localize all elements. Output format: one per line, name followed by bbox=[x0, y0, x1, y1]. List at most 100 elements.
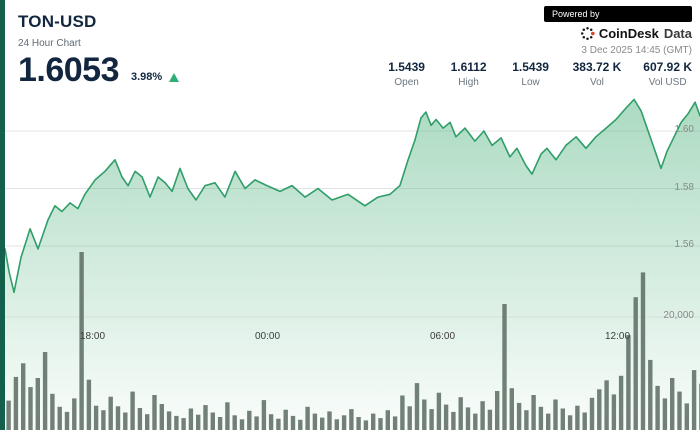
stat-vol-label: Vol bbox=[589, 77, 604, 88]
volume-bar bbox=[465, 407, 471, 430]
volume-bar bbox=[312, 413, 318, 430]
volume-bar bbox=[42, 352, 48, 430]
volume-bar bbox=[86, 379, 92, 430]
left-accent-stripe bbox=[0, 0, 5, 430]
powered-by-badge: Powered by bbox=[544, 6, 692, 22]
volume-bar bbox=[640, 272, 646, 430]
volume-bar bbox=[341, 415, 347, 430]
volume-bar bbox=[516, 402, 522, 430]
stat-low-label: Low bbox=[521, 77, 540, 88]
volume-bar bbox=[691, 370, 697, 430]
volume-bar bbox=[385, 410, 390, 430]
volume-bar bbox=[327, 411, 332, 430]
volume-bar bbox=[560, 408, 565, 430]
volume-bar bbox=[196, 414, 201, 430]
volume-bar bbox=[203, 405, 208, 430]
stat-vol-usd-value: 607.92 K bbox=[643, 60, 692, 74]
volume-bars bbox=[6, 252, 700, 430]
volume-bar bbox=[123, 412, 128, 430]
volume-bar bbox=[217, 417, 223, 430]
volume-bar bbox=[50, 393, 55, 430]
volume-bar bbox=[589, 397, 595, 430]
coindesk-logo-icon bbox=[580, 26, 595, 41]
price-row: 1.6053 3.98% bbox=[18, 51, 180, 89]
volume-bar bbox=[655, 385, 660, 430]
stat-low: 1.5439 Low bbox=[511, 60, 551, 88]
symbol-title: TON-USD bbox=[18, 12, 97, 31]
volume-bar bbox=[363, 420, 369, 430]
stat-high-label: High bbox=[458, 77, 479, 88]
volume-bar bbox=[57, 406, 62, 430]
volume-bar bbox=[618, 375, 624, 430]
volume-bar bbox=[648, 359, 653, 430]
volume-bar bbox=[567, 415, 573, 430]
volume-bar bbox=[502, 304, 507, 430]
volume-bar bbox=[145, 414, 150, 430]
stat-high-value: 1.6112 bbox=[450, 60, 487, 74]
chart-subtitle: 24 Hour Chart bbox=[18, 38, 81, 49]
volume-bar bbox=[239, 419, 245, 430]
volume-bar bbox=[6, 400, 11, 430]
volume-bar bbox=[509, 388, 514, 430]
volume-bar bbox=[254, 416, 259, 430]
timestamp: 3 Dec 2025 14:45 (GMT) bbox=[581, 45, 692, 56]
volume-bar bbox=[152, 395, 157, 430]
volume-bar bbox=[64, 411, 70, 430]
volume-bar bbox=[108, 396, 113, 430]
volume-bar bbox=[473, 413, 478, 430]
price-line bbox=[4, 98, 700, 294]
volume-bar bbox=[458, 397, 463, 430]
volume-bar bbox=[422, 399, 427, 430]
volume-bar bbox=[93, 405, 99, 430]
stat-open: 1.5439 Open bbox=[387, 60, 427, 88]
volume-bar bbox=[225, 402, 230, 430]
current-price: 1.6053 bbox=[18, 51, 120, 89]
stat-vol: 383.72 K Vol bbox=[573, 60, 622, 88]
volume-bar bbox=[130, 391, 135, 430]
volume-bar bbox=[531, 395, 536, 430]
stat-vol-usd: 607.92 K Vol USD bbox=[643, 60, 692, 88]
volume-bar bbox=[604, 380, 609, 430]
stat-open-label: Open bbox=[394, 77, 419, 88]
volume-bar bbox=[495, 391, 500, 430]
volume-bar bbox=[276, 418, 281, 430]
volume-bar bbox=[611, 394, 617, 430]
volume-bar bbox=[400, 395, 405, 430]
stat-vol-usd-label: Vol USD bbox=[648, 77, 687, 88]
volume-bar bbox=[429, 409, 434, 430]
volume-bar bbox=[13, 376, 19, 430]
volume-bar bbox=[677, 391, 682, 430]
volume-bar bbox=[378, 418, 383, 430]
volume-bar bbox=[298, 419, 303, 430]
stat-high: 1.6112 High bbox=[449, 60, 489, 88]
volume-bar bbox=[72, 398, 77, 430]
volume-bar bbox=[21, 363, 26, 430]
price-change-percent: 3.98% bbox=[131, 71, 163, 83]
volume-bar bbox=[181, 418, 186, 430]
coindesk-data-logo[interactable]: CoinDesk Data bbox=[532, 26, 692, 41]
volume-bar bbox=[633, 297, 638, 430]
volume-bar bbox=[290, 415, 296, 430]
volume-bar bbox=[597, 389, 602, 430]
volume-bar bbox=[670, 378, 675, 430]
volume-bar bbox=[320, 417, 325, 430]
volume-bar bbox=[115, 406, 121, 430]
volume-bar bbox=[79, 252, 84, 430]
brand-suffix: Data bbox=[663, 26, 692, 41]
volume-bar bbox=[451, 411, 456, 430]
volume-bar bbox=[334, 419, 339, 430]
volume-bar bbox=[443, 404, 449, 430]
volume-bar bbox=[524, 410, 529, 430]
volume-bar bbox=[392, 416, 398, 430]
volume-bar bbox=[268, 414, 274, 430]
volume-bar bbox=[210, 412, 215, 430]
volume-bar bbox=[159, 404, 164, 430]
volume-bar bbox=[261, 400, 267, 430]
volume-bar bbox=[538, 406, 544, 430]
volume-bar bbox=[28, 387, 33, 430]
volume-bar bbox=[487, 409, 493, 430]
volume-bar bbox=[582, 412, 587, 430]
powered-by-label: Powered by bbox=[552, 9, 600, 19]
volume-bar bbox=[247, 410, 252, 430]
